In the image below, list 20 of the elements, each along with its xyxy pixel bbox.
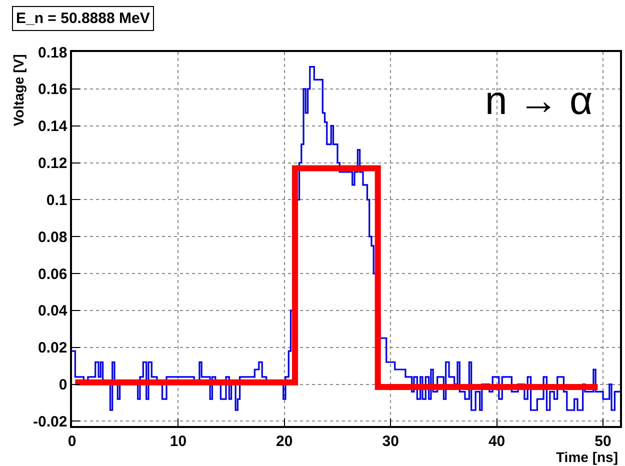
- y-tick-label: 0.16: [38, 81, 68, 98]
- y-axis-title: Voltage [V]: [10, 54, 26, 126]
- x-tick-label: 40: [488, 432, 506, 450]
- y-tick-label: 0.06: [38, 266, 68, 283]
- y-tick-label: 0.14: [38, 118, 68, 136]
- y-tick-label: -0.02: [33, 413, 68, 430]
- x-tick-label: 10: [170, 432, 187, 450]
- x-tick-label: 30: [382, 432, 399, 450]
- y-tick-label: 0.12: [38, 155, 68, 172]
- annotation: n → α: [485, 79, 593, 123]
- x-axis-title: Time [ns]: [556, 449, 618, 465]
- y-tick-label: 0.02: [38, 340, 68, 357]
- x-tick-label: 20: [276, 432, 293, 450]
- y-tick-label: 0.08: [38, 228, 68, 246]
- y-tick-label: 0.1: [46, 192, 68, 209]
- x-tick-label: 50: [594, 432, 612, 450]
- y-tick-label: 0: [58, 376, 68, 394]
- chart-title: E_n = 50.8888 MeV: [16, 10, 150, 27]
- y-tick-label: 0.04: [38, 302, 68, 320]
- y-tick-label: 0.18: [38, 44, 68, 62]
